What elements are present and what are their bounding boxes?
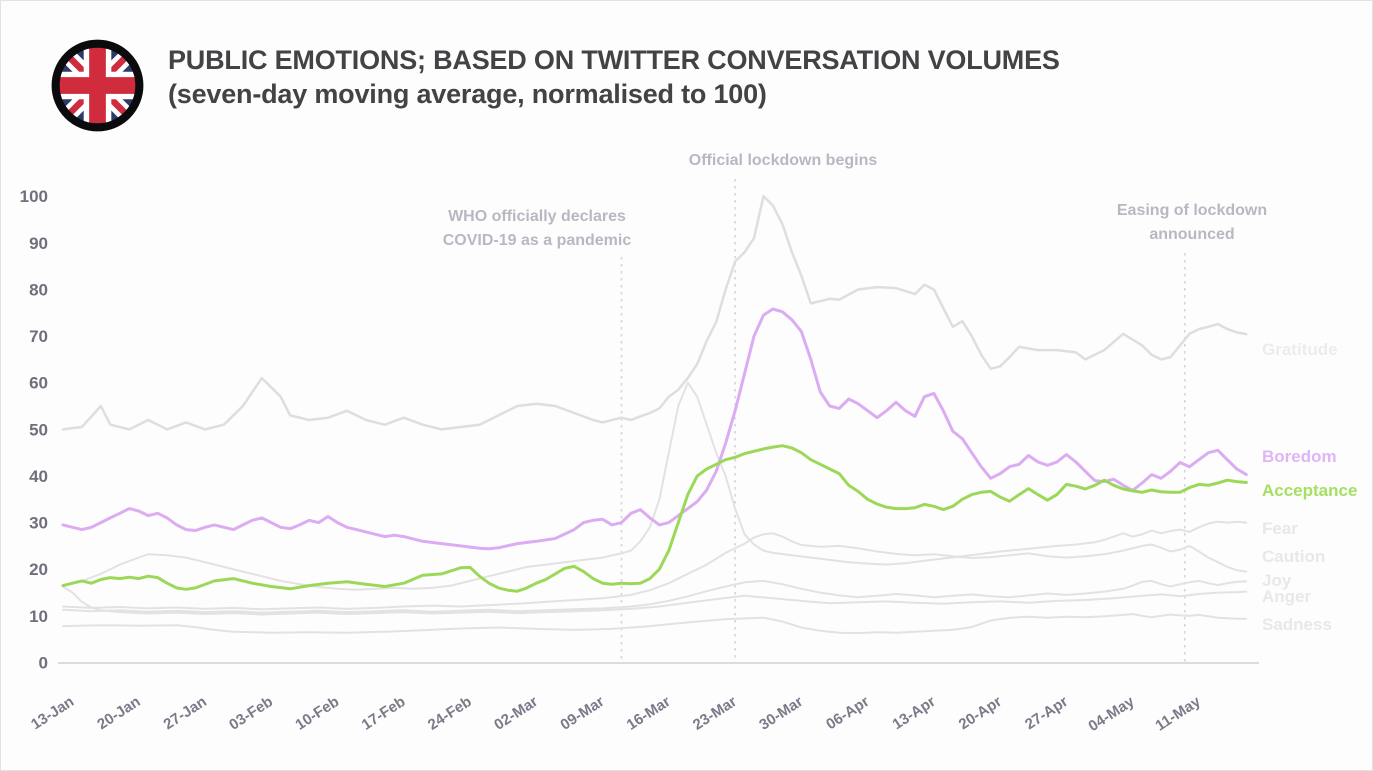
page-subtitle: (seven-day moving average, normalised to… xyxy=(168,79,767,109)
annotation-text-1: Official lockdown begins xyxy=(689,152,878,169)
x-axis-tick-label: 02-Mar xyxy=(491,693,541,734)
uk-flag-icon xyxy=(51,39,144,132)
chart-title-block: PUBLIC EMOTIONS; BASED ON TWITTER CONVER… xyxy=(168,43,1060,111)
x-axis-tick-label: 23-Mar xyxy=(690,693,740,734)
series-line-anger xyxy=(62,585,1248,616)
y-axis-tick-label: 60 xyxy=(29,374,48,393)
y-axis-tick-label: 10 xyxy=(29,607,48,626)
x-axis-tick-label: 16-Mar xyxy=(624,693,674,734)
annotation-text-0: WHO officially declares xyxy=(448,208,626,225)
series-label-caution: Caution xyxy=(1262,547,1325,566)
y-axis-tick-label: 20 xyxy=(29,560,48,579)
y-axis-tick-label: 100 xyxy=(20,187,48,206)
series-label-acceptance: Acceptance xyxy=(1262,481,1357,500)
chart-header: PUBLIC EMOTIONS; BASED ON TWITTER CONVER… xyxy=(1,1,1372,141)
series-label-anger: Anger xyxy=(1262,587,1312,606)
series-label-sadness: Sadness xyxy=(1262,615,1332,634)
annotation-text-0: COVID-19 as a pandemic xyxy=(443,232,632,249)
y-axis-tick-label: 0 xyxy=(39,654,48,673)
x-axis-tick-label: 20-Jan xyxy=(94,693,143,733)
annotation-text-2: Easing of lockdown xyxy=(1117,202,1267,219)
y-axis-tick-label: 90 xyxy=(29,234,48,253)
x-axis-tick-label: 04-May xyxy=(1085,693,1137,735)
x-axis-tick-label: 17-Feb xyxy=(359,693,409,734)
x-axis-tick-label: 09-Mar xyxy=(557,693,607,734)
x-axis-tick-label: 11-May xyxy=(1152,693,1204,735)
series-line-boredom xyxy=(61,307,1248,551)
y-axis-tick-label: 50 xyxy=(29,420,48,439)
x-axis-tick-label: 27-Jan xyxy=(161,693,210,733)
series-line-gratitude xyxy=(61,194,1248,431)
series-line-acceptance xyxy=(61,444,1248,593)
x-axis-tick-label: 10-Feb xyxy=(292,693,342,734)
series-line-sadness xyxy=(62,613,1248,635)
x-axis-tick-label: 13-Apr xyxy=(889,693,938,733)
x-axis-tick-label: 20-Apr xyxy=(956,693,1005,733)
y-axis-tick-label: 70 xyxy=(29,327,48,346)
x-axis-tick-label: 24-Feb xyxy=(425,693,475,734)
series-line-joy xyxy=(62,579,1248,614)
y-axis-tick-label: 40 xyxy=(29,467,48,486)
series-label-fear: Fear xyxy=(1262,519,1298,538)
series-line-fear xyxy=(62,381,1248,591)
x-axis-tick-label: 30-Mar xyxy=(756,693,806,734)
series-label-joy: Joy xyxy=(1262,571,1292,590)
x-axis-tick-label: 13-Jan xyxy=(28,693,77,733)
y-axis-tick-label: 80 xyxy=(29,280,48,299)
x-axis-tick-label: 03-Feb xyxy=(226,693,276,734)
series-label-gratitude: Gratitude xyxy=(1262,340,1338,359)
series-label-boredom: Boredom xyxy=(1262,447,1337,466)
x-axis-tick-label: 27-Apr xyxy=(1022,693,1071,733)
page-title: PUBLIC EMOTIONS; BASED ON TWITTER CONVER… xyxy=(168,45,1060,75)
x-axis-tick-label: 06-Apr xyxy=(823,693,872,733)
annotation-text-2: announced xyxy=(1149,226,1234,243)
series-line-caution xyxy=(62,532,1248,611)
y-axis-tick-label: 30 xyxy=(29,514,48,533)
